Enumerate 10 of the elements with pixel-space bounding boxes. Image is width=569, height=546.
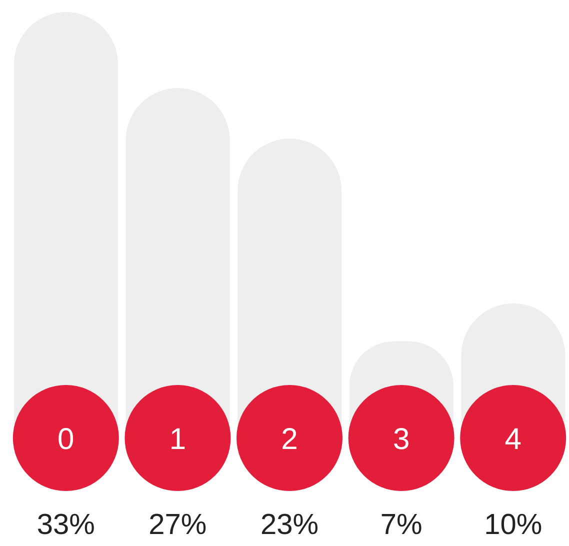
x-tick-label: 1 — [169, 423, 186, 456]
data-label: 23% — [260, 509, 319, 541]
data-label: 10% — [484, 509, 542, 541]
x-tick-label: 4 — [504, 423, 522, 456]
data-label: 7% — [380, 509, 422, 541]
data-label: 33% — [36, 509, 95, 541]
x-tick-label: 0 — [58, 423, 74, 456]
data-label: 27% — [148, 509, 207, 541]
x-tick-label: 3 — [392, 423, 410, 456]
x-tick-label: 2 — [281, 423, 298, 456]
